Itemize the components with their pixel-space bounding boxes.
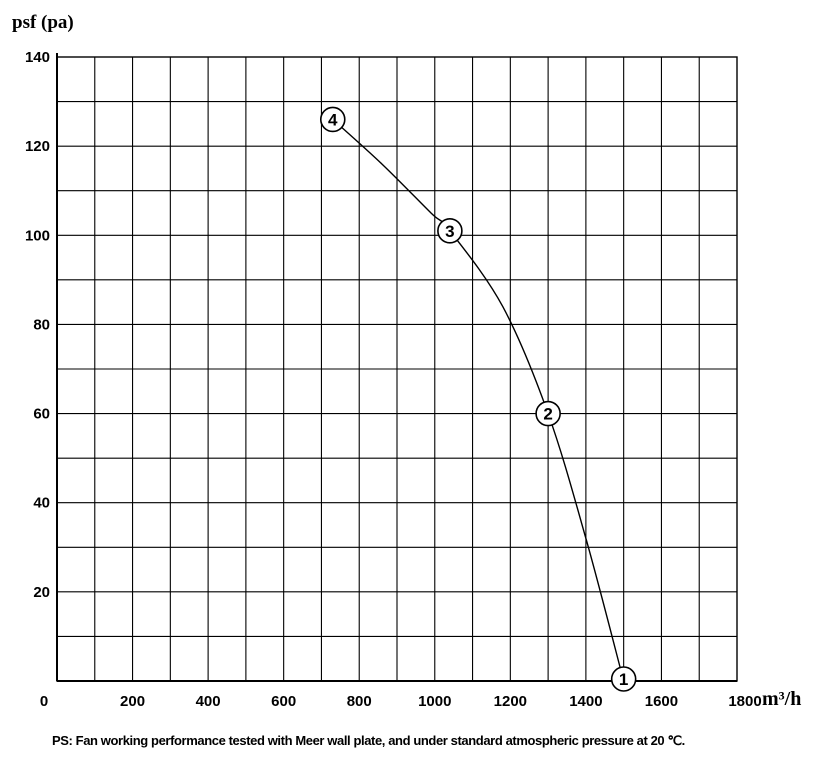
y-tick-label: 100 bbox=[25, 227, 50, 244]
y-tick-label: 60 bbox=[33, 406, 50, 423]
marker-circle bbox=[319, 106, 346, 133]
chart-grid bbox=[57, 57, 737, 681]
x-tick-label: 1200 bbox=[494, 693, 527, 710]
marker-label: 1 bbox=[619, 670, 628, 689]
x-tick-label: 0 bbox=[40, 693, 48, 710]
performance-curve bbox=[332, 118, 625, 682]
marker-label: 3 bbox=[445, 222, 454, 241]
x-tick-label: 1800 bbox=[728, 693, 761, 710]
curve-line bbox=[332, 118, 625, 682]
x-tick-label: 1600 bbox=[645, 693, 678, 710]
x-tick-label: 400 bbox=[196, 693, 221, 710]
marker-circle bbox=[535, 400, 561, 427]
chart-tick-labels: 0 200 400 600 800 1000 1200 1400 1600 1800 20 40 60 8… bbox=[25, 49, 762, 710]
y-tick-label: 140 bbox=[25, 49, 50, 66]
marker-circle bbox=[610, 666, 637, 692]
y-tick-label: 120 bbox=[25, 138, 50, 155]
x-tick-label: 200 bbox=[120, 693, 145, 710]
y-tick-label: 20 bbox=[33, 584, 50, 601]
x-tick-label: 600 bbox=[271, 693, 296, 710]
x-tick-label: 1400 bbox=[569, 693, 602, 710]
x-axis-label: m³/h bbox=[762, 688, 801, 710]
y-axis-label: psf (pa) bbox=[12, 12, 74, 33]
marker-circle bbox=[437, 218, 463, 244]
footnote: PS: Fan working performance tested with … bbox=[52, 733, 685, 748]
point-marker-1: 1 bbox=[610, 666, 637, 692]
y-tick-label: 40 bbox=[33, 495, 50, 512]
point-marker-2: 2 bbox=[535, 400, 561, 427]
x-tick-label: 1000 bbox=[418, 693, 451, 710]
x-tick-label: 800 bbox=[347, 693, 372, 710]
marker-label: 2 bbox=[543, 405, 552, 424]
y-tick-label: 80 bbox=[33, 316, 50, 333]
point-marker-4: 4 bbox=[319, 106, 346, 133]
point-marker-3: 3 bbox=[437, 218, 463, 244]
curve-point-markers: 1 2 3 4 bbox=[319, 106, 637, 692]
marker-label: 4 bbox=[328, 110, 338, 129]
